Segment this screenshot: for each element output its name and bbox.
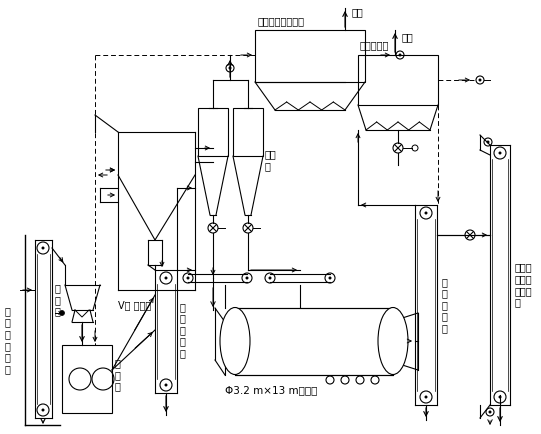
Text: V型 选粉机: V型 选粉机	[118, 300, 151, 310]
Text: 排空: 排空	[352, 7, 364, 17]
Circle shape	[42, 408, 44, 411]
Circle shape	[399, 53, 401, 56]
Circle shape	[478, 79, 481, 82]
Text: 旋风
筒: 旋风 筒	[265, 149, 277, 171]
Circle shape	[42, 247, 44, 250]
Circle shape	[486, 141, 490, 144]
Circle shape	[498, 151, 502, 155]
Circle shape	[268, 276, 272, 279]
Text: 出
磨
提
升
机: 出 磨 提 升 机	[442, 277, 448, 333]
Text: 辊
压
机: 辊 压 机	[115, 358, 121, 391]
Text: 排空: 排空	[402, 32, 414, 42]
Circle shape	[246, 276, 248, 279]
Text: 磨尾收尘器: 磨尾收尘器	[360, 40, 390, 50]
Text: Φ3.2 m×13 m球磨机: Φ3.2 m×13 m球磨机	[225, 385, 318, 395]
Bar	[198, 108, 228, 156]
Circle shape	[164, 276, 168, 279]
Circle shape	[328, 276, 332, 279]
Bar	[255, 30, 365, 82]
Circle shape	[425, 395, 427, 398]
Circle shape	[60, 310, 64, 316]
Circle shape	[498, 395, 502, 398]
Ellipse shape	[220, 308, 250, 375]
Text: 称
重
仓: 称 重 仓	[54, 283, 60, 316]
Circle shape	[187, 276, 189, 279]
Bar	[358, 55, 438, 105]
Circle shape	[489, 411, 492, 414]
Circle shape	[425, 211, 427, 214]
Bar	[62, 345, 112, 413]
Text: 至水泥
储存与
散装系
统: 至水泥 储存与 散装系 统	[515, 263, 533, 307]
Text: 来
自
水
泥
配
料: 来 自 水 泥 配 料	[5, 306, 11, 374]
Text: 辊压机系统收尘器: 辊压机系统收尘器	[258, 16, 305, 26]
Circle shape	[164, 384, 168, 387]
Text: 料
饼
提
升
机: 料 饼 提 升 机	[180, 302, 186, 358]
Bar	[233, 108, 263, 156]
Bar	[235, 308, 393, 375]
Circle shape	[228, 66, 232, 69]
Ellipse shape	[378, 308, 408, 375]
